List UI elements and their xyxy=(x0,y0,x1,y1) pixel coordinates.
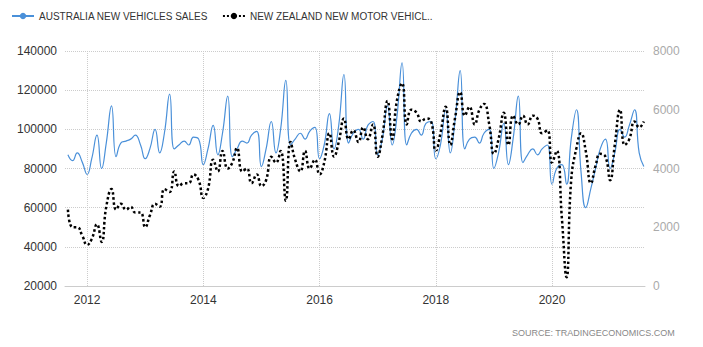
svg-text:40000: 40000 xyxy=(24,240,58,254)
svg-text:100000: 100000 xyxy=(17,122,57,136)
svg-text:2016: 2016 xyxy=(306,293,333,307)
svg-text:120000: 120000 xyxy=(17,83,57,97)
svg-text:2000: 2000 xyxy=(653,220,680,234)
svg-text:4000: 4000 xyxy=(653,162,680,176)
svg-text:140000: 140000 xyxy=(17,44,57,58)
svg-text:AUSTRALIA NEW VEHICLES SALES: AUSTRALIA NEW VEHICLES SALES xyxy=(39,11,208,22)
svg-text:20000: 20000 xyxy=(24,279,58,293)
svg-text:0: 0 xyxy=(653,279,660,293)
svg-text:80000: 80000 xyxy=(24,162,58,176)
svg-text:2014: 2014 xyxy=(190,293,217,307)
svg-text:NEW ZEALAND NEW MOTOR VEHICL..: NEW ZEALAND NEW MOTOR VEHICL.. xyxy=(250,11,433,22)
svg-text:SOURCE: TRADINGECONOMICS.COM: SOURCE: TRADINGECONOMICS.COM xyxy=(512,328,675,338)
svg-text:2012: 2012 xyxy=(74,293,101,307)
svg-text:2018: 2018 xyxy=(422,293,449,307)
svg-text:2020: 2020 xyxy=(539,293,566,307)
svg-text:60000: 60000 xyxy=(24,201,58,215)
svg-text:8000: 8000 xyxy=(653,44,680,58)
svg-text:6000: 6000 xyxy=(653,103,680,117)
